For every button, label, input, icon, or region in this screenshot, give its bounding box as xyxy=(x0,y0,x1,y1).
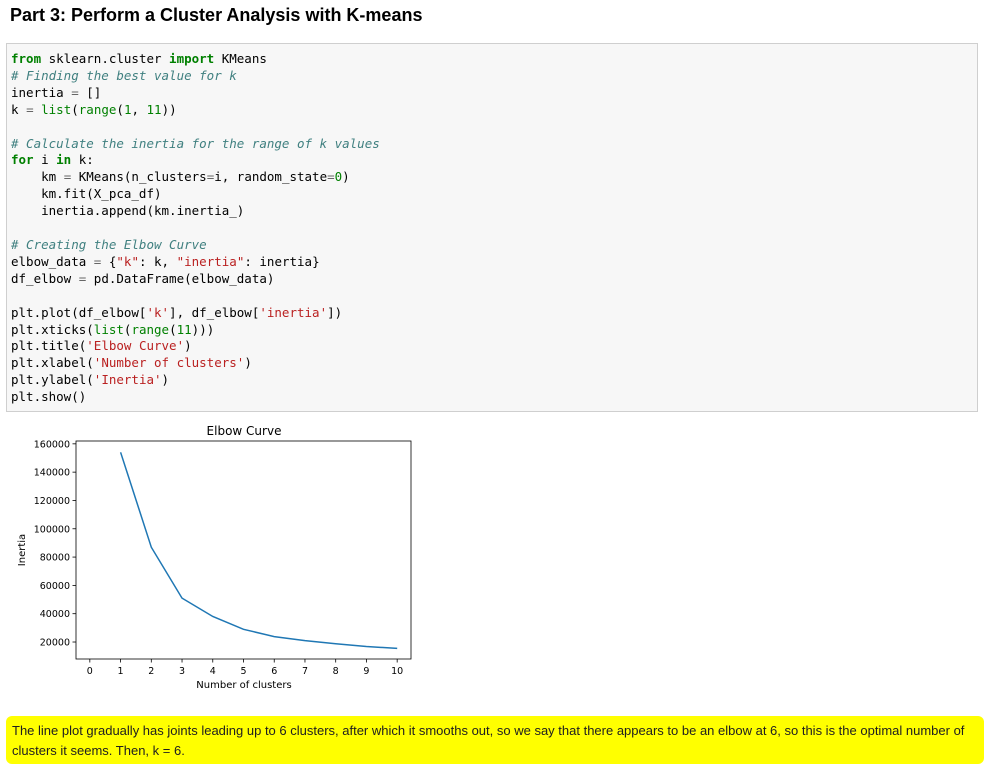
code-cell[interactable]: from sklearn.cluster import KMeans # Fin… xyxy=(6,43,978,412)
y-tick-label: 100000 xyxy=(34,524,70,535)
code-block[interactable]: from sklearn.cluster import KMeans # Fin… xyxy=(11,51,380,405)
x-tick-label: 2 xyxy=(148,666,154,677)
y-tick-label: 160000 xyxy=(34,439,70,450)
x-tick-label: 7 xyxy=(302,666,308,677)
plot-area xyxy=(75,440,412,660)
y-tick-label: 120000 xyxy=(34,496,70,507)
x-tick-label: 6 xyxy=(271,666,277,677)
x-tick-label: 4 xyxy=(210,666,216,677)
elbow-curve-chart: Elbow Curve 2000040000600008000010000012… xyxy=(17,424,412,691)
y-tick-label: 80000 xyxy=(40,553,70,564)
y-tick-label: 20000 xyxy=(40,638,70,649)
x-tick-label: 9 xyxy=(363,666,369,677)
y-tick-label: 140000 xyxy=(34,468,70,479)
x-tick-label: 3 xyxy=(179,666,185,677)
x-tick-label: 0 xyxy=(87,666,93,677)
x-tick-label: 1 xyxy=(118,666,124,677)
y-tick-label: 60000 xyxy=(40,581,70,592)
chart-title: Elbow Curve xyxy=(207,424,282,438)
x-axis-label: Number of clusters xyxy=(196,680,291,691)
y-axis-label: Inertia xyxy=(17,534,28,566)
highlighted-conclusion: The line plot gradually has joints leadi… xyxy=(6,716,984,764)
conclusion-text: The line plot gradually has joints leadi… xyxy=(12,723,965,758)
x-tick-label: 5 xyxy=(240,666,246,677)
y-tick-label: 40000 xyxy=(40,609,70,620)
x-tick-label: 10 xyxy=(391,666,403,677)
inertia-line xyxy=(119,452,398,650)
section-heading: Part 3: Perform a Cluster Analysis with … xyxy=(10,5,423,25)
x-tick-label: 8 xyxy=(333,666,339,677)
